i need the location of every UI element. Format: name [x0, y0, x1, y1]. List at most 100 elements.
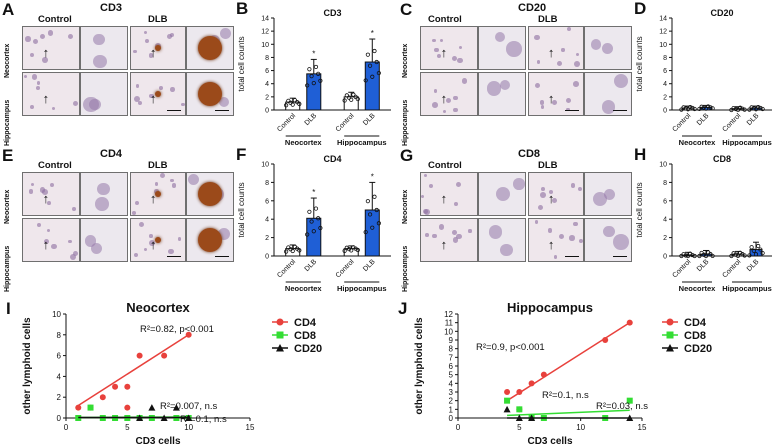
legend-label: CD20 — [294, 343, 322, 355]
data-point — [124, 383, 131, 390]
x-tick-label: DLB — [696, 258, 711, 273]
x-tick-label: 5 — [517, 423, 522, 432]
nucleus — [540, 191, 546, 198]
x-tick-label: 15 — [246, 423, 255, 432]
data-point — [136, 414, 144, 421]
data-point — [758, 105, 763, 111]
nucleus — [499, 79, 511, 91]
x-tick-label: DLB — [362, 258, 377, 273]
panel-title-a: CD3 — [100, 2, 123, 14]
tissue-image: ↑ — [420, 72, 478, 116]
y-tick-label: 11 — [445, 319, 454, 328]
chart-title: CD20 — [710, 8, 733, 18]
y-tick-label: 2 — [663, 235, 667, 242]
column-header-dlb: DLB — [538, 14, 558, 25]
arrow-icon: ↑ — [42, 44, 50, 60]
nucleus — [539, 100, 544, 105]
nucleus — [144, 31, 148, 35]
nucleus — [44, 239, 50, 245]
x-axis-label: CD3 cells — [527, 436, 572, 446]
data-point — [735, 253, 741, 259]
nucleus — [436, 53, 441, 58]
x-tick-label: 10 — [576, 423, 585, 432]
row-label-neocortex: Neocortex — [4, 43, 11, 78]
group-label: Neocortex — [679, 284, 717, 292]
nucleus — [92, 33, 105, 46]
data-point — [309, 74, 314, 79]
nucleus — [425, 233, 429, 237]
nucleus — [69, 253, 76, 260]
nucleus — [46, 228, 50, 233]
nucleus — [424, 174, 428, 178]
data-point — [99, 394, 106, 401]
nucleus — [89, 98, 101, 111]
y-tick-label: 6 — [265, 198, 269, 205]
data-point — [760, 250, 765, 256]
scale-bar — [565, 255, 579, 257]
data-point — [504, 389, 511, 395]
nucleus — [506, 41, 522, 57]
nucleus — [454, 202, 458, 207]
nucleus — [569, 235, 575, 241]
y-tick-label: 10 — [261, 162, 269, 169]
nucleus — [566, 27, 571, 32]
stat-annotation: R²=0.1, n.s — [542, 390, 589, 401]
scale-bar — [565, 109, 579, 111]
data-point — [365, 199, 370, 204]
nucleus — [421, 194, 425, 198]
data-point — [316, 71, 321, 76]
x-tick-label: 15 — [638, 423, 647, 432]
data-point — [363, 78, 368, 83]
column-header-dlb: DLB — [538, 160, 558, 171]
nucleus — [159, 173, 165, 179]
tissue-image: ↑ — [528, 26, 584, 70]
x-tick-label: 10 — [184, 423, 193, 432]
data-point — [374, 59, 379, 65]
nucleus — [51, 107, 56, 111]
nucleus — [601, 100, 616, 114]
nucleus — [133, 252, 139, 258]
zoom-inset-image — [584, 218, 632, 262]
row-label-hippocampus: Hippocampus — [402, 99, 409, 146]
y-axis-label: total cell counts — [635, 182, 644, 237]
y-tick-label: 12 — [659, 29, 667, 36]
data-point — [710, 106, 715, 111]
y-tick-label: 9 — [449, 336, 454, 345]
group-label: Hippocampus — [337, 284, 387, 292]
bar-chart-f: F CD4 total cell counts 0 2 4 6 8 10 Control * DLB C… — [236, 146, 391, 292]
panel-letter: I — [6, 299, 11, 318]
micrograph-panel-c: C CD20 Control DLB Neocortex Hippocampus… — [398, 0, 632, 146]
data-point — [528, 414, 536, 421]
nucleus — [537, 204, 543, 210]
nucleus — [50, 243, 57, 250]
nucleus — [613, 73, 629, 89]
data-point — [376, 221, 381, 226]
nucleus — [134, 96, 141, 103]
x-tick-label: Control — [276, 258, 297, 279]
scatter-plot-j: J Hippocampus other lymphoid cells CD3 cell… — [398, 299, 712, 446]
y-tick-label: 8 — [57, 331, 62, 340]
regression-line — [77, 334, 190, 407]
nucleus — [566, 107, 571, 112]
tissue-image: ↑ — [420, 218, 478, 262]
nucleus — [138, 222, 144, 228]
data-point — [290, 248, 295, 254]
nucleus — [452, 237, 459, 243]
data-point — [305, 83, 310, 88]
legend-marker — [276, 344, 284, 352]
y-tick-label: 2 — [265, 235, 269, 242]
row-label-hippocampus: Hippocampus — [402, 245, 409, 292]
nucleus — [31, 74, 38, 80]
nucleus — [556, 60, 563, 67]
nucleus — [535, 82, 541, 88]
nucleus — [578, 238, 583, 243]
data-point — [75, 404, 82, 411]
y-tick-label: 6 — [57, 352, 62, 361]
zoom-inset-image — [478, 172, 526, 216]
tissue-image: ↑ — [130, 172, 186, 216]
data-point — [692, 106, 697, 112]
panel-letter-g: G — [400, 146, 414, 165]
column-header-control: Control — [38, 160, 72, 171]
y-tick-label: 0 — [265, 254, 269, 261]
chart-title: CD4 — [323, 154, 341, 164]
